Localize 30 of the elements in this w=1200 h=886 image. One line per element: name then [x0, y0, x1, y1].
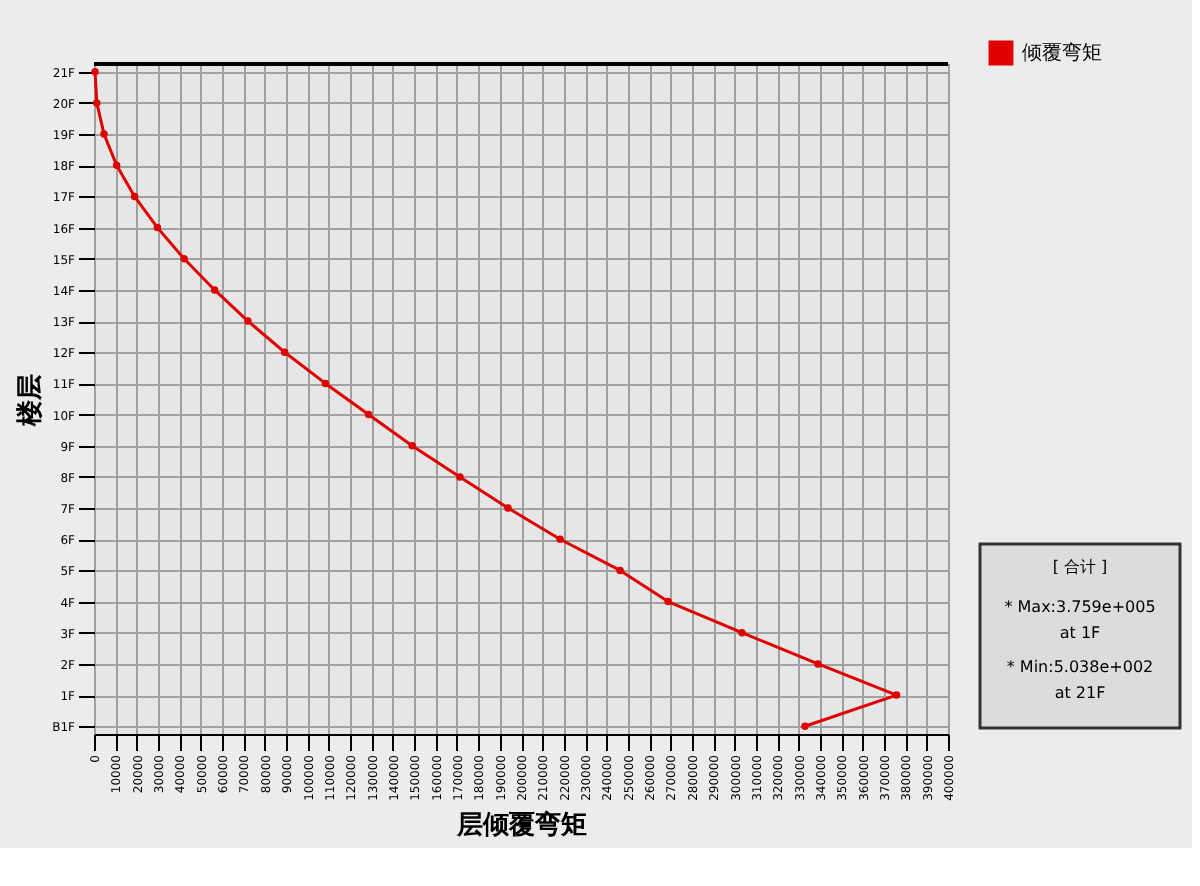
point: [130, 192, 139, 201]
point: [100, 130, 108, 138]
text: at 1F: [1059, 624, 1102, 642]
point: [93, 99, 101, 107]
text: * Min:5.038e+002: [1006, 658, 1154, 676]
point: [91, 68, 99, 76]
text: [ 合计 ]: [1052, 558, 1108, 576]
point: [112, 161, 121, 170]
point: [153, 223, 162, 232]
x-axis-title: 层倾覆弯矩: [455, 808, 587, 841]
point: [244, 317, 252, 325]
point: [664, 597, 672, 606]
point: [210, 286, 219, 294]
point: [616, 566, 624, 575]
y-axis-title: 楼层: [16, 374, 47, 428]
point: [801, 722, 809, 730]
point: [556, 535, 564, 543]
point: [180, 255, 188, 263]
point: [321, 379, 330, 388]
text: at 21F: [1054, 684, 1107, 702]
point: [364, 410, 373, 419]
point: [456, 473, 464, 481]
point: [892, 691, 901, 699]
point: [738, 628, 746, 637]
point: [504, 504, 512, 512]
legend-label: 倾覆弯矩: [1022, 41, 1102, 65]
point: [814, 660, 822, 668]
point: [280, 348, 289, 356]
text: * Max:3.759e+005: [1004, 598, 1156, 616]
point: [408, 442, 416, 450]
